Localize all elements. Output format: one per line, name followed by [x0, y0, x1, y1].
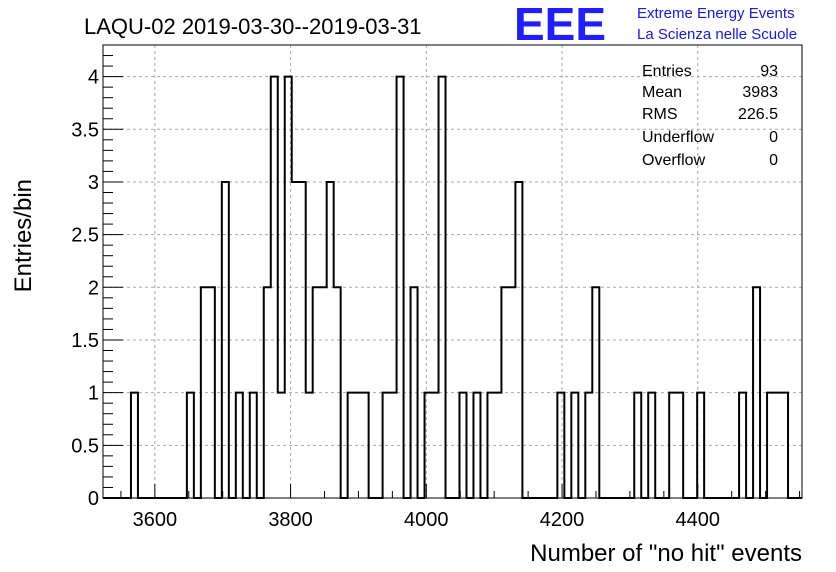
x-tick-label: 4400	[676, 509, 721, 531]
stat-rms-value: 226.5	[738, 106, 778, 123]
x-tick-label: 3600	[133, 509, 178, 531]
stat-entries-label: Entries	[642, 63, 692, 80]
y-tick-label: 1.5	[71, 330, 99, 352]
logo-line-1: Extreme Energy Events	[637, 5, 795, 22]
stat-rms-label: RMS	[642, 106, 678, 123]
y-tick-label: 3.5	[71, 119, 99, 141]
y-axis-label: Entries/bin	[10, 179, 37, 292]
stat-underflow-value: 0	[769, 129, 778, 146]
y-tick-label: 2.5	[71, 225, 99, 247]
y-tick-label: 2	[88, 277, 99, 299]
tick-labels: 3600 3800 4000 4200 4400 0 0.5 1 1.5 2 2.5 3 3.5 4	[71, 67, 720, 531]
stat-overflow-label: Overflow	[642, 152, 706, 169]
grid	[103, 45, 802, 498]
axis-ticks	[103, 44, 801, 499]
y-tick-label: 0	[88, 488, 99, 510]
stat-mean-label: Mean	[642, 84, 682, 101]
eee-logo: EEE Extreme Energy Events La Scienza nel…	[514, 0, 797, 50]
y-tick-label: 1	[88, 383, 99, 405]
y-tick-label: 0.5	[71, 435, 99, 457]
x-tick-label: 3800	[268, 509, 313, 531]
stats-box: Entries 93 Mean 3983 RMS 226.5 Underflow…	[642, 63, 778, 169]
stat-underflow-label: Underflow	[642, 129, 714, 146]
x-axis-label: Number of "no hit" events	[530, 540, 802, 567]
x-tick-label: 4000	[404, 509, 449, 531]
plot-frame	[102, 44, 803, 499]
y-tick-label: 3	[88, 172, 99, 194]
stat-overflow-value: 0	[769, 152, 778, 169]
x-tick-label: 4200	[540, 509, 585, 531]
logo-mark: EEE	[514, 0, 606, 50]
stat-entries-value: 93	[760, 63, 778, 80]
chart-title: LAQU-02 2019-03-30--2019-03-31	[84, 14, 422, 39]
stat-mean-value: 3983	[742, 84, 778, 101]
logo-line-2: La Scienza nelle Scuole	[637, 26, 797, 43]
y-tick-label: 4	[88, 67, 99, 89]
